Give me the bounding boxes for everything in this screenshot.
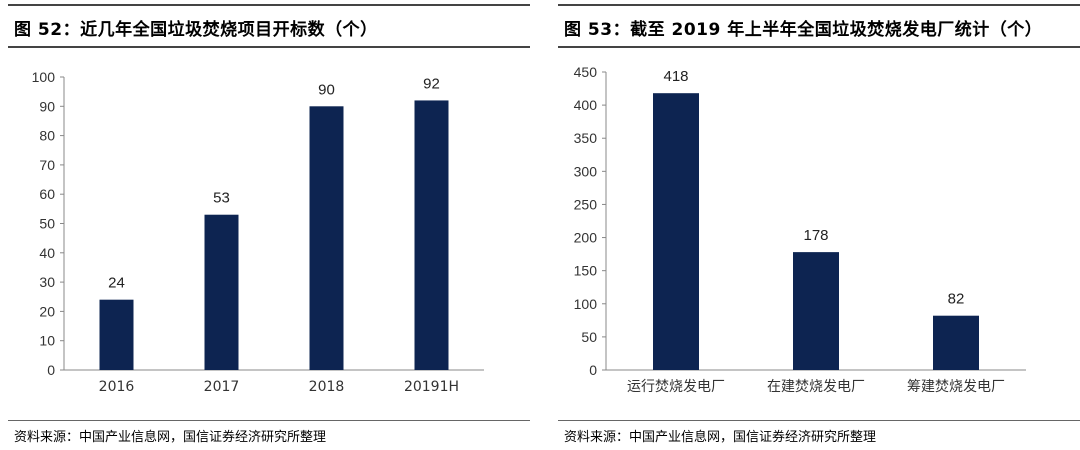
- bar: [204, 214, 239, 370]
- y-tick-label: 450: [574, 64, 598, 80]
- data-label: 24: [108, 275, 125, 292]
- y-tick-label: 350: [574, 130, 598, 146]
- chart-panel-left: 图 52：近几年全国垃圾焚烧项目开标数（个） 0 10 20 30 40 50 60 70 80…: [0, 0, 530, 450]
- title-bar: 图 52：近几年全国垃圾焚烧项目开标数（个）: [8, 4, 530, 48]
- x-tick-label: 2018: [309, 379, 345, 395]
- bar-chart-right: 0 50 100 150 200 250 300 350 400 450 418 运行焚烧发电厂 178…: [574, 64, 1026, 395]
- y-tick-label: 250: [574, 196, 598, 212]
- y-tick-label: 70: [39, 157, 55, 173]
- x-tick-label: 运行焚烧发电厂: [627, 379, 725, 395]
- bar: [653, 93, 699, 371]
- y-tick-label: 50: [581, 329, 597, 345]
- y-tick-label: 50: [39, 216, 55, 232]
- bar: [793, 252, 839, 370]
- y-tick-label: 60: [39, 186, 55, 202]
- y-tick-label: 40: [39, 245, 55, 261]
- data-label: 92: [423, 75, 440, 92]
- y-tick-label: 0: [47, 362, 55, 378]
- y-tick-label: 200: [574, 230, 598, 246]
- y-tick-label: 80: [39, 128, 55, 144]
- bar: [309, 106, 344, 371]
- title-bar: 图 53：截至 2019 年上半年全国垃圾焚烧发电厂统计（个）: [558, 4, 1080, 48]
- data-label: 82: [948, 291, 965, 308]
- y-tick-label: 150: [574, 263, 598, 279]
- y-tick-label: 300: [574, 163, 598, 179]
- y-tick-label: 100: [32, 69, 56, 85]
- chart-title: 图 53：截至 2019 年上半年全国垃圾焚烧发电厂统计（个）: [564, 20, 1043, 40]
- x-tick-label: 2017: [204, 379, 240, 395]
- data-label: 90: [318, 81, 335, 98]
- y-tick-label: 100: [574, 296, 598, 312]
- y-tick-label: 400: [574, 97, 598, 113]
- x-tick-label: 2016: [99, 379, 135, 395]
- y-tick-label: 0: [589, 362, 597, 378]
- data-label: 418: [663, 68, 688, 85]
- y-tick-label: 30: [39, 274, 55, 290]
- y-tick-label: 10: [39, 333, 55, 349]
- data-label: 53: [213, 190, 230, 207]
- chart-title: 图 52：近几年全国垃圾焚烧项目开标数（个）: [14, 20, 378, 40]
- source-bar: 资料来源：中国产业信息网，国信证券经济研究所整理: [8, 420, 530, 449]
- source-note: 资料来源：中国产业信息网，国信证券经济研究所整理: [564, 430, 877, 445]
- chart-panel-right: 图 53：截至 2019 年上半年全国垃圾焚烧发电厂统计（个） 0 50 100 15…: [550, 0, 1080, 450]
- source-bar: 资料来源：中国产业信息网，国信证券经济研究所整理: [558, 420, 1080, 449]
- x-tick-label: 筹建焚烧发电厂: [907, 378, 1005, 395]
- y-tick-label: 90: [39, 98, 55, 114]
- source-note: 资料来源：中国产业信息网，国信证券经济研究所整理: [14, 430, 327, 445]
- bar: [933, 315, 979, 370]
- x-tick-label: 在建焚烧发电厂: [767, 379, 865, 395]
- x-tick-label: 20191H: [404, 379, 459, 395]
- bar-chart-left: 0 10 20 30 40 50 60 70 80 90 100 24 2016 53 2017 90 2018…: [32, 69, 484, 395]
- bar: [99, 299, 134, 370]
- data-label: 178: [803, 227, 828, 244]
- y-tick-label: 20: [39, 303, 55, 319]
- bar: [414, 100, 449, 370]
